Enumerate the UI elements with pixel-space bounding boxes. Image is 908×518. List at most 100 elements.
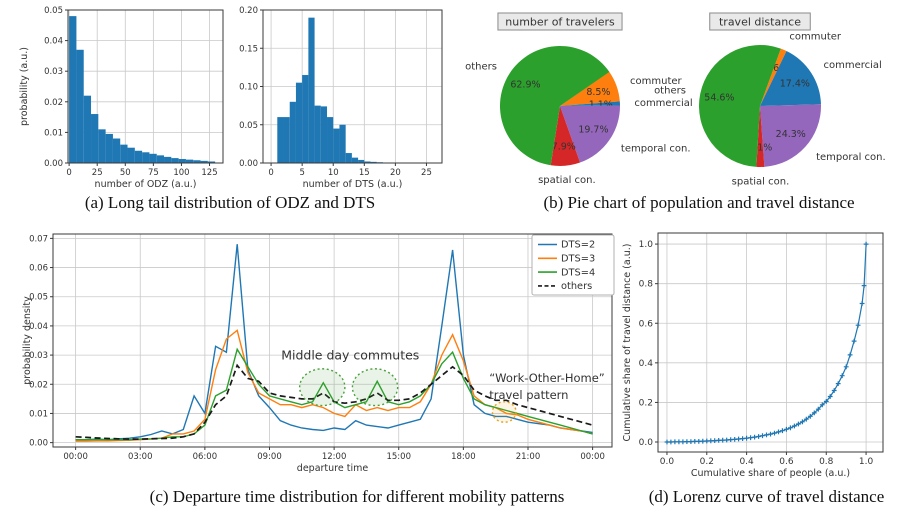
departure-time-panel: 00:00 03:00 06:00 09:00 12:00 15:00 18:00 21:00…: [22, 233, 615, 474]
svg-text:commercial: commercial: [634, 98, 692, 109]
lorenz-panel: 0.0 0.2 0.4 0.6 0.8 1.0 0.0 0.2 0.4 0.6 0.8 1.0 Cumu…: [622, 232, 884, 479]
caption-a: (a) Long tail distribution of ODZ and DT…: [84, 193, 376, 212]
svg-text:0.05: 0.05: [239, 121, 258, 131]
svg-text:0.10: 0.10: [239, 83, 258, 93]
svg-text:0.6: 0.6: [779, 457, 794, 467]
pie-slice-spatial-con-: [550, 106, 581, 166]
svg-text:Middle day commutes: Middle day commutes: [281, 347, 419, 362]
svg-text:number of ODZ (a.u.): number of ODZ (a.u.): [95, 179, 197, 190]
svg-text:0.2: 0.2: [700, 457, 714, 467]
series-DTS=2: [75, 244, 593, 441]
axes: 0.0 0.2 0.4 0.6 0.8 1.0 0.0 0.2 0.4 0.6 0.8 1.0 Cumu…: [622, 232, 884, 479]
svg-text:00:00: 00:00: [580, 452, 605, 462]
pie-slice-others: [499, 45, 610, 166]
svg-text:0.15: 0.15: [239, 44, 258, 54]
svg-text:Cumulative share of people (a.: Cumulative share of people (a.u.): [691, 468, 850, 479]
svg-text:0.04: 0.04: [29, 322, 48, 332]
svg-text:travel distance: travel distance: [719, 16, 801, 29]
svg-text:06:00: 06:00: [193, 452, 218, 462]
dts-histogram-bars: [277, 17, 383, 164]
svg-text:0.0: 0.0: [660, 457, 675, 467]
svg-text:0.4: 0.4: [639, 359, 654, 369]
svg-text:2.1%: 2.1%: [748, 142, 772, 153]
svg-text:15:00: 15:00: [386, 452, 411, 462]
svg-text:00:00: 00:00: [63, 452, 88, 462]
svg-text:others: others: [465, 61, 497, 72]
svg-text:others: others: [561, 281, 592, 292]
line-series: [75, 244, 593, 442]
svg-text:0.20: 0.20: [239, 6, 258, 16]
svg-text:125: 125: [201, 168, 217, 178]
travelers-pie: number of travelers 8.5% commuter 1.1% comme…: [465, 12, 693, 186]
svg-text:24.3%: 24.3%: [776, 129, 806, 140]
odz-histogram-bars: [69, 16, 216, 164]
svg-text:0.06: 0.06: [29, 264, 48, 274]
svg-text:number of DTS (a.u.): number of DTS (a.u.): [303, 179, 403, 190]
svg-text:0.00: 0.00: [239, 159, 258, 169]
svg-text:DTS=4: DTS=4: [561, 267, 595, 278]
svg-text:0.2: 0.2: [639, 398, 653, 408]
annotations: Middle day commutes “Work-Other-Home” trav…: [281, 347, 605, 401]
svg-text:0.00: 0.00: [29, 439, 48, 449]
pie-slice-others: [698, 44, 781, 167]
svg-text:50: 50: [120, 168, 131, 178]
svg-text:temporal con.: temporal con.: [816, 152, 886, 163]
svg-text:0.02: 0.02: [29, 380, 48, 390]
pie-slice-commercial: [560, 101, 620, 106]
svg-text:probability density: probability density: [22, 296, 33, 385]
svg-text:62.9%: 62.9%: [510, 79, 540, 90]
svg-text:0.03: 0.03: [29, 351, 48, 361]
svg-text:temporal con.: temporal con.: [621, 144, 691, 155]
svg-text:0.0: 0.0: [639, 438, 654, 448]
svg-text:“Work-Other-Home”: “Work-Other-Home”: [489, 371, 605, 385]
svg-text:travel pattern: travel pattern: [489, 388, 568, 402]
svg-text:75: 75: [148, 168, 159, 178]
svg-text:21:00: 21:00: [516, 452, 541, 462]
svg-text:17.4%: 17.4%: [780, 78, 810, 89]
svg-text:0.00: 0.00: [44, 159, 63, 169]
svg-text:DTS=3: DTS=3: [561, 254, 595, 265]
svg-text:0.01: 0.01: [44, 128, 63, 138]
svg-text:commuter: commuter: [789, 31, 842, 42]
svg-text:25: 25: [421, 168, 432, 178]
svg-text:0.05: 0.05: [29, 293, 48, 303]
axes: 0 5 10 15 20 25 0.00 0.05 0.10 0.15 0.20 number of …: [239, 6, 443, 190]
svg-text:departure time: departure time: [297, 463, 369, 474]
highlight-circles: [298, 368, 517, 423]
svg-text:8.5%: 8.5%: [586, 87, 610, 98]
grid: [53, 234, 612, 447]
svg-text:0: 0: [268, 168, 273, 178]
svg-text:10: 10: [328, 168, 339, 178]
svg-text:spatial con.: spatial con.: [732, 177, 790, 188]
series-others: [75, 363, 593, 440]
svg-text:0.8: 0.8: [819, 457, 834, 467]
svg-text:probability (a.u.): probability (a.u.): [19, 47, 30, 126]
svg-text:spatial con.: spatial con.: [538, 175, 596, 186]
svg-text:5: 5: [299, 168, 304, 178]
svg-text:19.7%: 19.7%: [578, 124, 608, 135]
svg-text:0.6: 0.6: [639, 319, 654, 329]
caption-d: (d) Lorenz curve of travel distance: [648, 487, 885, 506]
svg-text:1.0: 1.0: [639, 240, 654, 250]
svg-text:0.07: 0.07: [29, 234, 48, 244]
svg-text:0.8: 0.8: [639, 280, 654, 290]
caption-c: (c) Departure time distribution for diff…: [149, 487, 565, 506]
histograms-panel: 0 25 50 75 100 1250.000.010.020.030.040.05num…: [19, 6, 443, 190]
svg-text:20: 20: [390, 168, 401, 178]
svg-text:DTS=2: DTS=2: [561, 240, 595, 251]
svg-text:18:00: 18:00: [451, 452, 476, 462]
pie-slice-commuter: [760, 48, 787, 106]
svg-text:number of travelers: number of travelers: [505, 16, 615, 29]
svg-text:commercial: commercial: [823, 60, 881, 71]
plus-markers: [664, 241, 869, 445]
pie-slice-commuter: [560, 71, 620, 106]
svg-text:09:00: 09:00: [257, 452, 282, 462]
svg-text:25: 25: [92, 168, 103, 178]
axes: 00:00 03:00 06:00 09:00 12:00 15:00 18:00 21:00…: [22, 233, 613, 474]
pie-slice-commercial: [760, 51, 821, 106]
axes: 0 25 50 75 100 125 0.00 0.01 0.02 0.03 0.04 0.05 num…: [19, 6, 224, 190]
svg-text:03:00: 03:00: [128, 452, 153, 462]
svg-text:0.01: 0.01: [29, 409, 48, 419]
svg-text:0.4: 0.4: [739, 457, 754, 467]
